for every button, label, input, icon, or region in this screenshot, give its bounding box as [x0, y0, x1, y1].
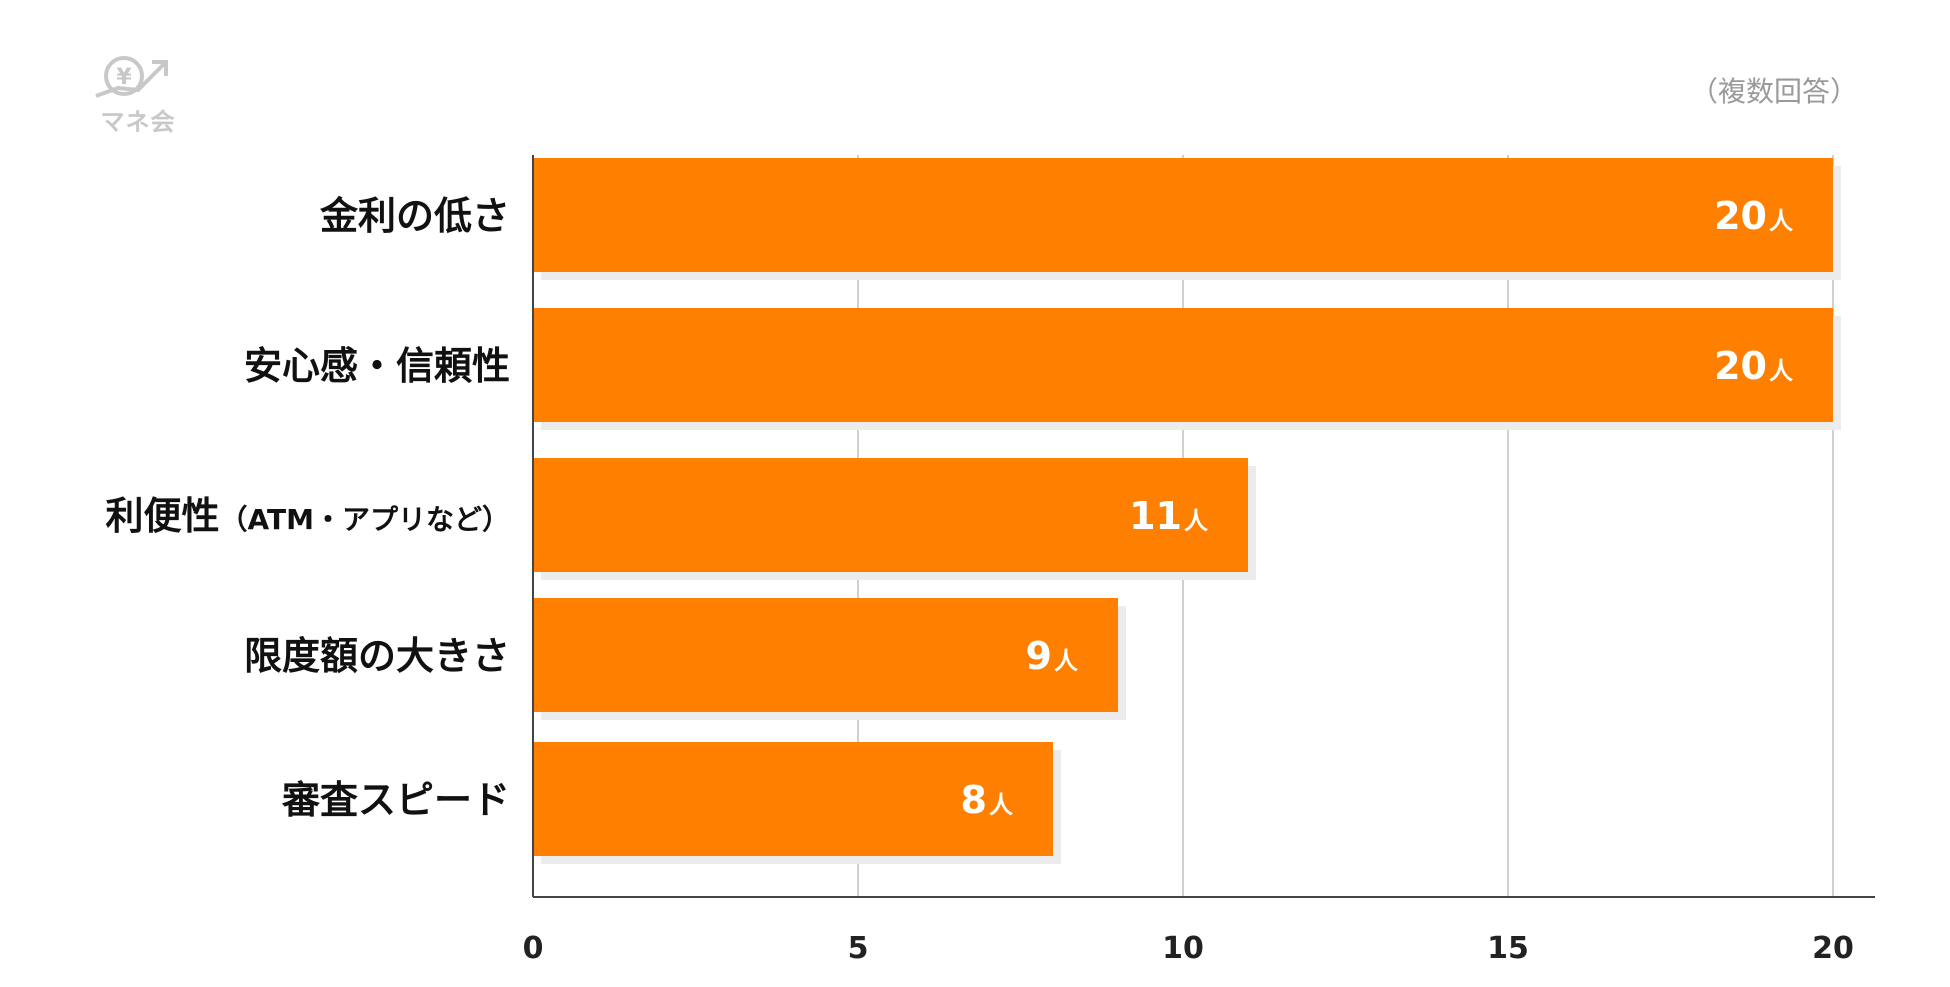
x-tick-label: 5	[848, 931, 869, 966]
category-label: 金利の低さ	[319, 194, 510, 238]
bar-value-label: 9人	[1026, 634, 1078, 678]
bar	[533, 742, 1053, 856]
category-label: 審査スピード	[281, 778, 510, 822]
x-tick-label: 10	[1162, 931, 1204, 966]
x-tick-label: 15	[1487, 931, 1529, 966]
category-label: 限度額の大きさ	[244, 634, 510, 678]
yen-coin-up-arrow-icon: ¥	[95, 56, 168, 98]
bar-value-label: 20人	[1714, 344, 1793, 388]
category-label: 利便性（ATM・アプリなど）	[106, 494, 510, 538]
category-label: 安心感・信頼性	[244, 344, 510, 388]
logo-text: マネ会	[100, 108, 176, 136]
bar	[533, 598, 1118, 712]
x-tick-label: 20	[1812, 931, 1854, 966]
multiple-answer-note: （複数回答）	[1689, 75, 1858, 108]
bar	[533, 458, 1248, 572]
bar-value-label: 20人	[1714, 194, 1793, 238]
bar-value-label: 11人	[1129, 494, 1208, 538]
bar	[533, 308, 1833, 422]
x-tick-label: 0	[523, 931, 544, 966]
logo: ¥ マネ会	[88, 50, 188, 140]
bar	[533, 158, 1833, 272]
bar-value-label: 8人	[961, 778, 1013, 822]
svg-text:¥: ¥	[116, 65, 132, 90]
